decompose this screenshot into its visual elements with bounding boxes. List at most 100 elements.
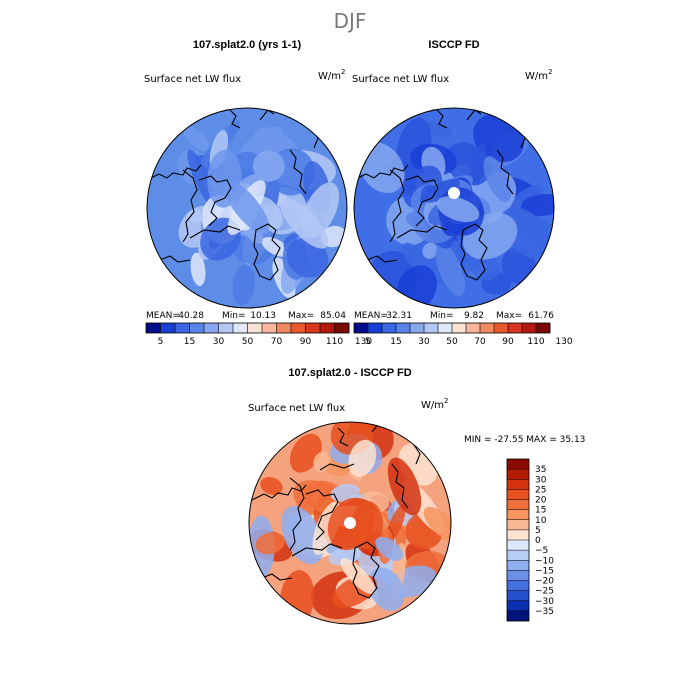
field-patch: [223, 180, 270, 234]
panel-difference-colorbar-tick-label: 30: [535, 475, 547, 485]
panel-difference-colorbar-tick-label: 10: [535, 516, 547, 526]
panel-observations-colorbar-swatch: [382, 323, 397, 333]
panel-difference-colorbar-tick-label: −25: [535, 587, 554, 597]
panel-model-colorbar-tick-label: 5: [158, 337, 164, 347]
panel-model-colorbar-tick-label: 50: [242, 337, 254, 347]
panel-difference-colorbar-swatch: [507, 550, 529, 561]
panel-observations-colorbar-tick-label: 90: [502, 337, 514, 347]
field-patch: [232, 265, 255, 306]
field-patch: [252, 150, 285, 182]
panel-model-colorbar-swatch: [320, 323, 335, 333]
panel-observations-colorbar-tick-label: 5: [365, 337, 371, 347]
panel-observations: ISCCP FD Surface net LW flux W/m2 MEAN= …: [352, 39, 573, 347]
field-patch: [255, 532, 285, 555]
panel-model-mean-label: MEAN=: [146, 311, 180, 321]
panel-difference-colorbar-swatch: [507, 459, 529, 470]
panel-model-min-label: Min=: [222, 311, 246, 321]
panel-difference-colorbar-swatch: [507, 509, 529, 520]
panel-difference-colorbar-swatch: [507, 570, 529, 581]
panel-difference-colorbar-tick-label: 5: [535, 526, 541, 536]
field-patch: [436, 196, 480, 223]
field-patch: [348, 439, 377, 477]
panel-model-colorbar-swatch: [291, 323, 306, 333]
field-patch: [422, 242, 438, 259]
panel-model-colorbar-swatch: [276, 323, 292, 333]
panel-model-colorbar-swatch: [262, 323, 277, 333]
panel-model-colorbar-tick-label: 90: [300, 337, 312, 347]
panel-observations-colorbar-tick-label: 15: [390, 337, 401, 347]
panel-difference-colorbar-tick-label: −5: [535, 546, 548, 556]
panel-observations-colorbar: 5 15 30 50 70 90 110 130: [353, 322, 573, 347]
panel-model-colorbar-swatch: [305, 323, 321, 333]
panel-observations-colorbar-tick-label: 50: [446, 337, 458, 347]
panel-model-units: W/m2: [318, 68, 345, 82]
panel-model-colorbar-tick-label: 30: [213, 337, 225, 347]
field-patch: [483, 156, 512, 203]
field-patch: [261, 237, 290, 257]
panel-model-map-border: [146, 107, 348, 309]
field-patch: [186, 210, 204, 223]
panel-difference-variable: Surface net LW flux: [248, 403, 345, 414]
panel-observations-units: W/m2: [525, 68, 552, 82]
panel-model-colorbar-swatch: [233, 323, 248, 333]
field-patch: [260, 477, 283, 495]
field-patch: [328, 546, 361, 566]
panel-difference-colorbar-swatch: [507, 580, 529, 591]
field-patch: [358, 142, 405, 194]
panel-observations-colorbar-tick-label: 70: [474, 337, 486, 347]
panel-difference-colorbar-swatch: [507, 529, 529, 541]
field-patch: [351, 501, 383, 549]
panel-observations-colorbar-swatch: [396, 323, 411, 333]
panel-observations-colorbar-swatch: [494, 323, 509, 333]
panel-difference-colorbar-swatch: [507, 489, 529, 500]
field-patch: [471, 143, 487, 184]
panel-model-colorbar-swatch: [334, 323, 350, 333]
panel-observations-max-label: Max=: [496, 311, 522, 321]
panel-difference-colorbar-tick-label: −20: [535, 577, 554, 587]
panel-observations-colorbar-swatch: [424, 323, 439, 333]
field-patch: [340, 558, 376, 595]
field-patch: [183, 126, 210, 151]
panel-observations-map: [354, 108, 554, 308]
panel-difference-colorbar-tick-label: 20: [535, 496, 547, 506]
panel-difference-coastline: [251, 422, 421, 599]
panel-model-colorbar: 5 15 30 50 70 90 110 130: [145, 322, 372, 347]
panel-model-colorbar-tick-label: 70: [271, 337, 283, 347]
field-patch: [375, 536, 404, 561]
panel-observations-colorbar-swatch: [410, 323, 425, 333]
panel-observations-colorbar-swatch: [438, 323, 453, 333]
field-patch: [402, 242, 426, 271]
panel-model-colorbar-swatch: [175, 323, 190, 333]
panel-difference-map: [249, 422, 451, 624]
panel-model-max-label: Max=: [288, 311, 314, 321]
field-patch: [435, 242, 466, 297]
panel-model-colorbar-swatch: [189, 323, 205, 333]
panel-difference-colorbar-swatch: [507, 519, 529, 531]
panel-difference-colorbar-swatch: [507, 479, 529, 490]
figure-title: DJF: [334, 9, 367, 33]
panel-observations-mean-label: MEAN=: [354, 311, 388, 321]
panel-observations-colorbar-swatch: [368, 323, 383, 333]
panel-difference-stats: MIN = -27.55 MAX = 35.13: [464, 435, 585, 445]
panel-observations-colorbar-tick-label: 130: [555, 337, 572, 347]
panel-observations-stats: MEAN= 32.31 Min= 9.82 Max= 61.76: [354, 311, 554, 321]
panel-difference-colorbar-tick-label: −15: [535, 566, 554, 576]
panel-difference-colorbar-tick-label: 15: [535, 506, 546, 516]
panel-model-map: [147, 108, 347, 308]
panel-model-colorbar-swatch: [146, 323, 161, 333]
field-patch: [368, 567, 405, 611]
panel-difference-colorbar-tick-label: −10: [535, 556, 554, 566]
panel-model-colorbar-swatch: [160, 323, 176, 333]
panel-observations-colorbar-swatch: [466, 323, 481, 333]
panel-observations-colorbar-swatch: [452, 323, 467, 333]
panel-model-title: 107.splat2.0 (yrs 1-1): [193, 39, 302, 51]
panel-observations-colorbar-tick-label: 30: [418, 337, 430, 347]
panel-difference-colorbar-tick-label: 35: [535, 465, 546, 475]
field-patch: [424, 121, 452, 138]
panel-model-colorbar-swatch: [204, 323, 219, 333]
panel-model-colorbar-tick-label: 130: [355, 337, 372, 347]
panel-model-variable: Surface net LW flux: [144, 74, 241, 85]
panel-difference-colorbar-swatch: [507, 590, 529, 601]
panel-difference-map-border: [248, 421, 452, 625]
panel-observations-title: ISCCP FD: [428, 39, 479, 51]
